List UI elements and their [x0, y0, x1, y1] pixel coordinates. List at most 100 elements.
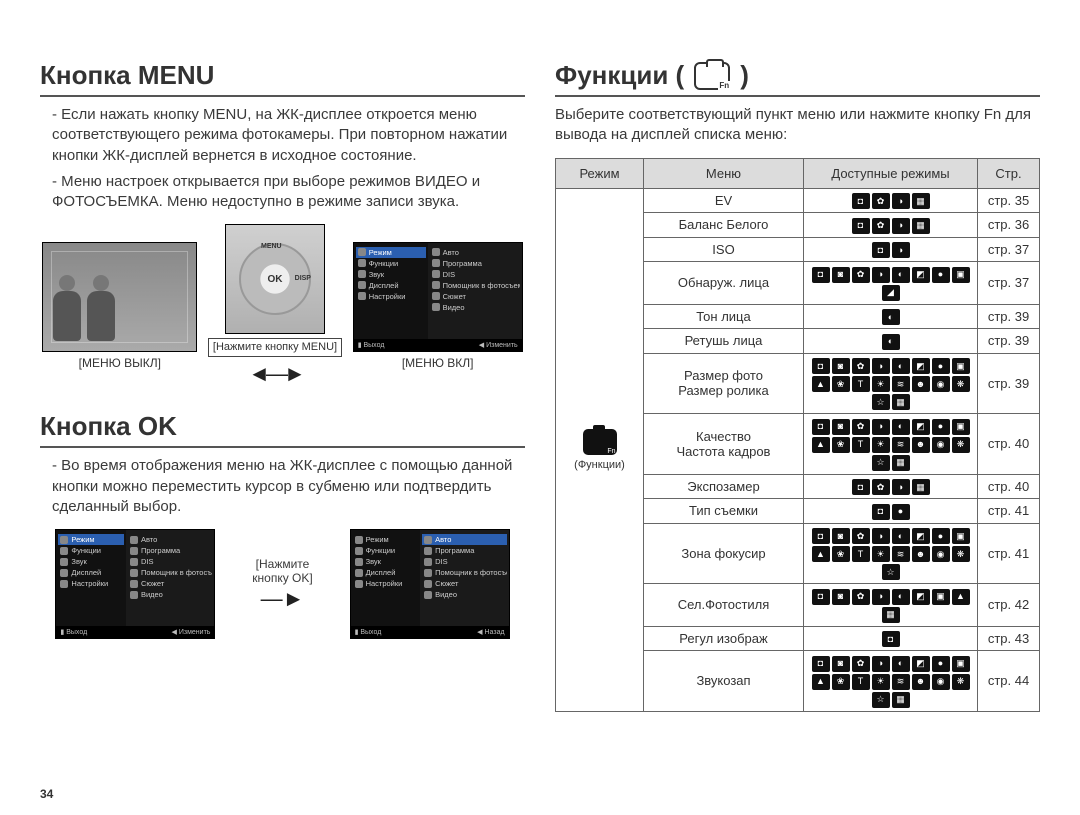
available-modes-cell: ◘ [804, 626, 978, 651]
arrow-left-right-icon: ◄—► [248, 361, 302, 387]
page-ref-cell: стр. 39 [978, 304, 1040, 329]
mode-icon: ◐ [882, 309, 900, 325]
left-column: Кнопка MENU - Если нажать кнопку MENU, н… [40, 60, 525, 712]
mode-icon: ◑ [872, 656, 890, 672]
mode-icon: ◑ [892, 242, 910, 258]
mode-icon: ✿ [852, 358, 870, 374]
available-modes-cell: ◘✿◑▦ [804, 188, 978, 213]
page-ref-cell: стр. 43 [978, 626, 1040, 651]
menu-para-2: - Меню настроек открывается при выборе р… [52, 172, 525, 213]
mode-icon: ● [932, 358, 950, 374]
mode-icon: ◩ [912, 358, 930, 374]
mode-icon: ▲ [812, 437, 830, 453]
mid-label-press-menu: [Нажмите кнопку MENU] [208, 338, 342, 357]
mode-icon: ▦ [892, 394, 910, 410]
thumb-ok-right: Режим Функции Звук Дисплей Настройки Авт… [350, 529, 510, 639]
mode-icon: ◑ [892, 193, 910, 209]
mode-icon: ◑ [892, 479, 910, 495]
mode-icon: ▣ [952, 267, 970, 283]
thumb-ok-left: Режим Функции Звук Дисплей Настройки Авт… [55, 529, 215, 639]
mode-icon: ◩ [912, 419, 930, 435]
mode-icon: ❀ [832, 674, 850, 690]
available-modes-cell: ◐ [804, 329, 978, 354]
page-ref-cell: стр. 39 [978, 353, 1040, 414]
mode-icon: ● [932, 528, 950, 544]
mode-icon: ☆ [872, 394, 890, 410]
mode-icon: ◘ [812, 589, 830, 605]
mode-icon: ◑ [872, 589, 890, 605]
mode-icon: ◉ [932, 376, 950, 392]
mode-icon: ◐ [892, 358, 910, 374]
mode-icon: ◐ [892, 656, 910, 672]
mode-icon: ☀ [872, 376, 890, 392]
mode-icon: ❋ [952, 546, 970, 562]
menu-item-cell: Ретушь лица [644, 329, 804, 354]
menu-item-cell: ISO [644, 237, 804, 262]
mode-icon: ▦ [892, 692, 910, 708]
mode-icon: ☻ [912, 376, 930, 392]
mode-icon: ☀ [872, 546, 890, 562]
mode-icon: ☻ [912, 437, 930, 453]
mode-icon: ◢ [882, 285, 900, 301]
mode-icon: ● [932, 267, 950, 283]
mode-icon: ❋ [952, 376, 970, 392]
mode-icon: ▣ [952, 358, 970, 374]
page-ref-cell: стр. 39 [978, 329, 1040, 354]
mode-icon: ◐ [892, 589, 910, 605]
mode-icon: ▦ [912, 193, 930, 209]
mode-icon: ▲ [952, 589, 970, 605]
th-menu: Меню [644, 158, 804, 188]
mode-icon: ✿ [852, 589, 870, 605]
available-modes-cell: ◘✿◑▦ [804, 213, 978, 238]
camera-fn-icon [583, 429, 617, 455]
page-number: 34 [40, 787, 53, 801]
mode-icon: ☆ [882, 564, 900, 580]
heading-menu-button: Кнопка MENU [40, 60, 525, 97]
available-modes-cell: ◘◙✿◑◐◩●▣▲❀T☀≋☻◉❋☆▦ [804, 414, 978, 475]
menu-para-1: - Если нажать кнопку MENU, на ЖК-дисплее… [52, 105, 525, 166]
ok-figure-row: Режим Функции Звук Дисплей Настройки Авт… [40, 529, 525, 639]
mode-icon: ● [892, 504, 910, 520]
mode-icon: ▦ [912, 218, 930, 234]
page-ref-cell: стр. 37 [978, 262, 1040, 305]
available-modes-cell: ◘◙✿◑◐◩▣▲▦ [804, 584, 978, 627]
mode-icon: ◘ [812, 419, 830, 435]
mode-icon: ◘ [882, 631, 900, 647]
available-modes-cell: ◐ [804, 304, 978, 329]
heading-functions: Функции ( Fn ) [555, 60, 1040, 97]
mode-icon: ▣ [952, 419, 970, 435]
available-modes-cell: ◘✿◑▦ [804, 474, 978, 499]
mode-icon: ☻ [912, 674, 930, 690]
ok-body: - Во время отображения меню на ЖК-диспле… [52, 456, 525, 517]
mode-icon: ◘ [872, 242, 890, 258]
mode-icon: ◘ [852, 193, 870, 209]
mode-icon: ◐ [892, 419, 910, 435]
mode-cell: (Функции) [556, 188, 644, 711]
arrow-right-icon: —► [261, 586, 305, 612]
mode-icon: ✿ [872, 193, 890, 209]
mode-icon: ◉ [932, 674, 950, 690]
mode-icon: ▦ [912, 479, 930, 495]
menu-item-cell: Экспозамер [644, 474, 804, 499]
mode-icon: ◑ [872, 528, 890, 544]
mode-icon: ▣ [932, 589, 950, 605]
ok-mid-label-1: [Нажмите [256, 557, 310, 571]
mode-icon: ✿ [852, 267, 870, 283]
heading-ok-button: Кнопка OK [40, 411, 525, 448]
page-ref-cell: стр. 42 [978, 584, 1040, 627]
mode-icon: ◩ [912, 528, 930, 544]
mode-icon: ◑ [872, 358, 890, 374]
table-row: (Функции)EV◘✿◑▦стр. 35 [556, 188, 1040, 213]
mode-icon: ◩ [912, 656, 930, 672]
available-modes-cell: ◘◙✿◑◐◩●▣▲❀T☀≋☻◉❋☆▦ [804, 651, 978, 712]
mode-icon: ≋ [892, 437, 910, 453]
mode-icon: ✿ [852, 656, 870, 672]
menu-item-cell: Зона фокусир [644, 523, 804, 584]
mode-icon: T [852, 674, 870, 690]
mode-icon: ◘ [812, 656, 830, 672]
functions-intro: Выберите соответствующий пункт меню или … [555, 105, 1040, 146]
mode-icon: ◑ [892, 218, 910, 234]
page-ref-cell: стр. 37 [978, 237, 1040, 262]
thumb-dial: MENU DISP [225, 224, 325, 334]
menu-item-cell: Тон лица [644, 304, 804, 329]
